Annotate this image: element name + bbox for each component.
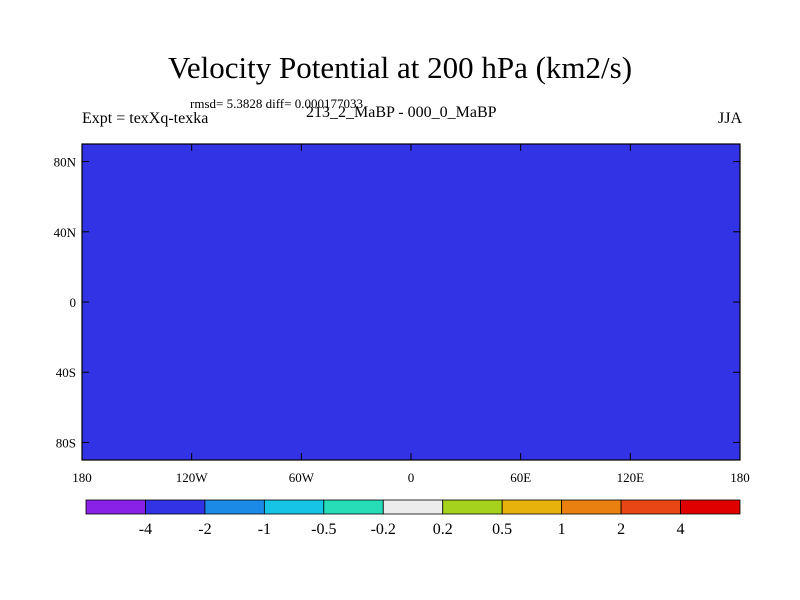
season-label: JJA bbox=[717, 110, 742, 127]
y-tick-label: 40N bbox=[54, 225, 77, 240]
colorbar-swatch bbox=[442, 499, 503, 515]
colorbar-label: 0.2 bbox=[433, 521, 453, 538]
x-tick-label: 180 bbox=[72, 470, 92, 485]
y-tick-label: 80S bbox=[56, 435, 76, 450]
comparison-label: 213_2_MaBP - 000_0_MaBP bbox=[306, 104, 497, 121]
chart-title: Velocity Potential at 200 hPa (km2/s) bbox=[167, 50, 633, 85]
colorbar-label: 4 bbox=[677, 521, 685, 538]
colorbar-swatch bbox=[323, 499, 384, 515]
colorbar-label: -2 bbox=[198, 521, 211, 538]
x-tick-label: 180 bbox=[730, 470, 750, 485]
colorbar-swatch bbox=[85, 499, 146, 515]
colorbar-label: 1 bbox=[558, 521, 566, 538]
colorbar-label: -0.5 bbox=[311, 521, 336, 538]
colorbar-swatch bbox=[204, 499, 265, 515]
colorbar-swatch bbox=[561, 499, 622, 515]
colorbar-label: -4 bbox=[139, 521, 152, 538]
colorbar: -4 -2 -1 -0.5 -0.2 0.2 0.5 1 2 4 bbox=[85, 499, 741, 538]
colorbar-label: -1 bbox=[258, 521, 271, 538]
colorbar-label: 0.5 bbox=[492, 521, 512, 538]
colorbar-swatch bbox=[620, 499, 681, 515]
x-tick-label: 120E bbox=[617, 470, 645, 485]
x-tick-label: 120W bbox=[176, 470, 209, 485]
field-background bbox=[82, 144, 740, 460]
experiment-label: Expt = texXq-texka bbox=[82, 110, 209, 127]
colorbar-swatch bbox=[382, 499, 444, 515]
axis-ticks: 180 120W 60W 0 60E 120E 180 80N 40N 0 40S 80S bbox=[54, 144, 750, 485]
colorbar-swatch bbox=[501, 499, 563, 515]
x-tick-label: 0 bbox=[408, 470, 415, 485]
colorbar-swatch bbox=[263, 499, 325, 515]
x-tick-label: 60E bbox=[510, 470, 531, 485]
colorbar-swatch bbox=[680, 499, 741, 515]
colorbar-label: 2 bbox=[617, 521, 625, 538]
colorbar-swatch bbox=[145, 499, 206, 515]
stats-label: rmsd= 5.3828 diff= 0.000177033 bbox=[190, 96, 363, 111]
y-tick-label: 40S bbox=[56, 365, 76, 380]
colorbar-label: -0.2 bbox=[371, 521, 396, 538]
y-tick-label: 80N bbox=[54, 155, 77, 170]
x-tick-label: 60W bbox=[289, 470, 315, 485]
y-tick-label: 0 bbox=[70, 295, 77, 310]
